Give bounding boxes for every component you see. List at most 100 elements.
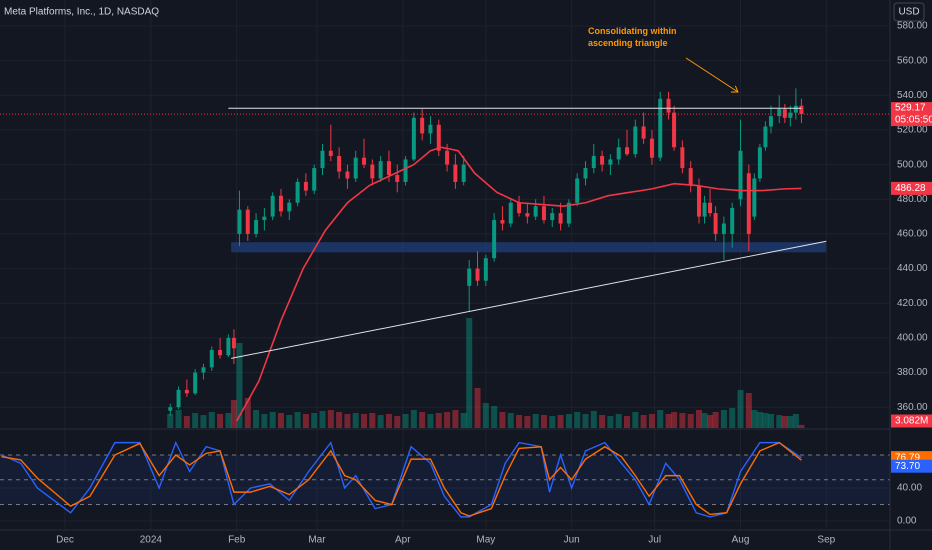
candle-body: [254, 220, 259, 234]
candle-body: [218, 350, 223, 356]
volume-bar: [230, 400, 237, 428]
candle-body: [312, 168, 317, 191]
candle-body: [362, 157, 367, 165]
volume-bar: [549, 416, 556, 428]
candle-body: [525, 213, 530, 217]
candle-body: [566, 202, 571, 224]
volume-bar: [491, 406, 498, 428]
volume-bar: [369, 413, 376, 428]
x-tick-label: Jun: [564, 535, 580, 546]
volume-bar: [657, 410, 664, 428]
x-tick-label: Feb: [228, 535, 246, 546]
price-tag: [891, 459, 932, 473]
price-tag: [891, 414, 932, 428]
candle-body: [782, 109, 787, 118]
candle-body: [672, 112, 677, 148]
candle-body: [287, 202, 292, 212]
candle-body: [768, 116, 773, 127]
volume-bar: [776, 415, 783, 428]
plot: [0, 88, 890, 518]
price-tag-label: 73.70: [895, 461, 920, 472]
price-tag-label: 529.17: [895, 103, 926, 114]
candle-body: [633, 126, 638, 155]
candle-body: [461, 164, 466, 182]
candle-body: [625, 147, 630, 155]
volume-bar: [311, 413, 318, 428]
volume-bar: [798, 424, 805, 428]
volume-bar: [720, 410, 727, 428]
volume-bar: [427, 414, 434, 428]
candle-body: [411, 117, 416, 160]
volume-bar: [687, 414, 694, 428]
candle-body: [303, 181, 308, 191]
y-tick-label: 400.00: [897, 333, 928, 344]
volume-bar: [385, 414, 392, 428]
currency-button[interactable]: [893, 2, 925, 22]
candle-body: [386, 161, 391, 176]
volume-bar: [377, 415, 384, 428]
candle-body: [702, 202, 707, 217]
y-tick-label: 520.00: [897, 125, 928, 136]
volume-bar: [671, 412, 678, 428]
volume-bar: [294, 412, 301, 428]
price-tag-label: 76.79: [895, 452, 920, 463]
candle-body: [666, 98, 671, 113]
volume-bar: [183, 416, 190, 428]
volume-bar: [707, 415, 714, 428]
candle-body: [420, 117, 425, 134]
y-tick-label: 420.00: [897, 298, 928, 309]
volume-bar: [253, 410, 260, 428]
candle-body: [777, 109, 782, 117]
candle-body: [746, 173, 751, 234]
volume-bar: [615, 414, 622, 428]
candle-body: [353, 157, 358, 179]
volume-bar: [394, 416, 401, 428]
volume-bar: [532, 414, 539, 428]
line-series: [1, 440, 802, 518]
y-tick-label: 500.00: [897, 159, 928, 170]
volume-bar: [599, 415, 606, 428]
annotation: Consolidating within ascending triangle: [588, 26, 677, 48]
candle-body: [453, 164, 458, 182]
candle-body: [445, 150, 450, 165]
volume-bar: [632, 412, 639, 428]
volume-bar: [410, 410, 417, 428]
y-tick-label: 580.00: [897, 21, 928, 32]
x-tick-label: Sep: [817, 535, 835, 546]
candle-body: [237, 209, 242, 234]
candle-body: [278, 195, 283, 212]
y-tick-label: 0.00: [897, 516, 917, 527]
candle-body: [649, 138, 654, 158]
candle-body: [738, 150, 743, 200]
candle-body: [550, 213, 555, 221]
price-tag: [891, 102, 932, 127]
volume-bar: [751, 410, 758, 428]
volume-bar: [277, 413, 284, 428]
volume-bar: [200, 415, 207, 428]
volume-bar: [787, 416, 794, 428]
countdown: 05:05:50: [895, 115, 932, 126]
volume-bar: [286, 415, 293, 428]
candle-body: [370, 164, 375, 179]
volume-bar: [737, 390, 744, 428]
candle-body: [688, 168, 693, 186]
candle-body: [184, 389, 189, 394]
currency[interactable]: USD: [898, 7, 919, 18]
candle-body: [378, 161, 383, 179]
grid: [0, 0, 890, 530]
candle-body: [583, 168, 588, 179]
candle-body: [245, 209, 250, 234]
candle-body: [730, 207, 735, 234]
volume-bar: [452, 410, 459, 428]
candle-body: [616, 147, 621, 160]
volume-bar: [302, 414, 309, 428]
volume-bar: [648, 414, 655, 428]
x-tick-label: 2024: [140, 535, 163, 546]
candle-body: [428, 124, 433, 134]
candle-body: [591, 155, 596, 169]
candle-body: [680, 147, 685, 169]
candle-body: [793, 105, 798, 113]
candle-body: [696, 185, 701, 217]
volume-bar: [208, 412, 215, 428]
